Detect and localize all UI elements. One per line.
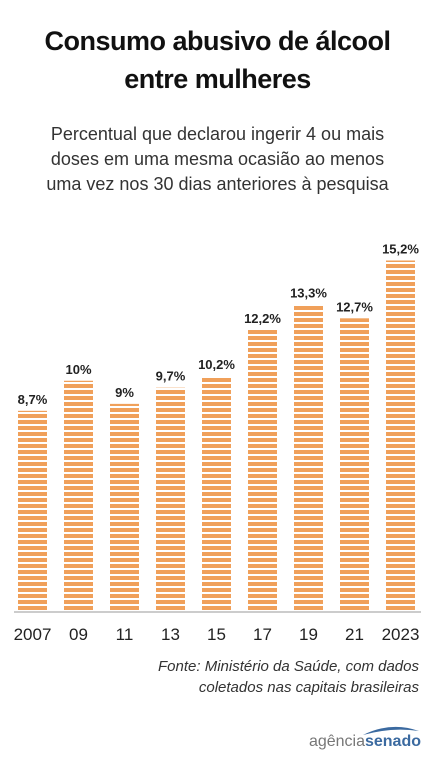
data-label-17: 12,2% — [244, 311, 281, 326]
source-line-1: Fonte: Ministério da Saúde, com dados — [158, 658, 419, 675]
bar-13 — [156, 387, 185, 612]
x-tick-label-09: 09 — [69, 625, 88, 644]
x-tick-label-2023: 2023 — [382, 625, 420, 644]
bar-15 — [202, 376, 231, 612]
data-label-15: 10,2% — [198, 357, 235, 372]
subtitle-line-1: Percentual que declarou ingerir 4 ou mai… — [50, 124, 385, 144]
bar-2007 — [18, 410, 47, 612]
source-line-2: coletados nas capitais brasileiras — [198, 679, 419, 696]
bar-11 — [110, 403, 139, 612]
x-tick-label-2007: 2007 — [14, 625, 52, 644]
x-tick-label-17: 17 — [253, 625, 272, 644]
bar-chart: 8,7% 10% 9% 9,7% 10,2% 12,2% 13,3% 12,7% 15,2% 2… — [14, 242, 421, 644]
bar-09 — [64, 380, 93, 612]
title-line-1: Consumo abusivo de álcool — [44, 26, 391, 56]
bar-21 — [340, 318, 369, 612]
agencia-senado-logo: agênciasenado — [309, 720, 421, 756]
data-label-13: 9,7% — [156, 369, 186, 384]
bar-19 — [294, 304, 323, 612]
x-tick-label-13: 13 — [161, 625, 180, 644]
x-tick-label-21: 21 — [345, 625, 364, 644]
logo-text-agencia: agência — [308, 733, 365, 750]
title-line-2: entre mulheres — [124, 64, 311, 94]
logo-text-senado: senado — [364, 733, 421, 750]
data-label-19: 13,3% — [290, 285, 327, 300]
bars-group: 8,7% 10% 9% 9,7% 10,2% 12,2% 13,3% 12,7% 15,2% — [18, 242, 419, 612]
bar-17 — [248, 329, 277, 612]
logo-swoosh-icon — [363, 726, 419, 735]
x-axis-tick-labels: 2007 09 11 13 15 17 19 21 2023 — [14, 625, 420, 644]
chart-subtitle: Percentual que declarou ingerir 4 ou mai… — [0, 122, 435, 197]
x-tick-label-11: 11 — [116, 625, 134, 644]
data-label-21: 12,7% — [336, 299, 373, 314]
data-label-2023: 15,2% — [382, 242, 419, 257]
chart-title: Consumo abusivo de álcool entre mulheres — [0, 22, 435, 98]
data-label-11: 9% — [115, 385, 134, 400]
bar-2023 — [386, 260, 415, 612]
data-label-09: 10% — [65, 362, 91, 377]
subtitle-line-2: doses em uma mesma ocasião ao menos — [50, 149, 385, 169]
data-label-2007: 8,7% — [18, 392, 48, 407]
subtitle-line-3: uma vez nos 30 dias anteriores à pesquis… — [46, 174, 389, 194]
x-tick-label-15: 15 — [207, 625, 226, 644]
source-note: Fonte: Ministério da Saúde, com dados co… — [158, 656, 419, 698]
x-tick-label-19: 19 — [299, 625, 318, 644]
